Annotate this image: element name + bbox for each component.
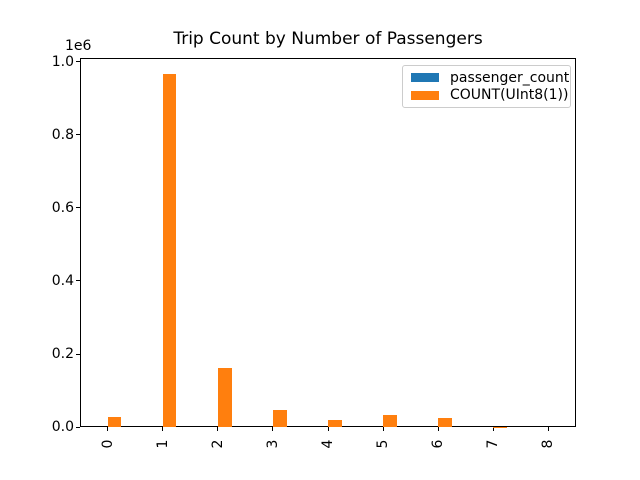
y-tick-mark [76,353,80,355]
y-tick-label: 0.8 [51,126,74,143]
legend-item-passenger-count: passenger_count [411,70,569,86]
legend-swatch-count [411,90,439,100]
bar-count-uint8-1--1 [162,74,177,428]
x-tick-label: 4 [320,439,336,449]
x-tick-mark [107,427,109,431]
x-tick-label: 2 [209,439,226,449]
y-tick-mark [76,61,80,63]
bar-count-uint8-1--5 [383,415,397,428]
plot-area [80,58,576,427]
x-tick-label: 6 [430,439,447,449]
x-tick-label: 5 [375,439,392,449]
y-tick-label: 0.0 [51,419,74,436]
chart-title: Trip Count by Number of Passengers [173,29,483,49]
legend-label-count: COUNT(UInt8(1)) [450,87,569,104]
bar-count-uint8-1--2 [217,367,232,428]
x-tick-mark [217,427,219,431]
x-tick-mark [382,427,384,431]
y-tick-label: 0.4 [51,272,74,289]
x-tick-label: 3 [264,439,281,449]
x-tick-label: 8 [540,439,557,449]
legend-item-count: COUNT(UInt8(1)) [411,87,568,103]
y-tick-label: 0.2 [51,346,74,363]
y-tick-mark [76,280,80,282]
legend-swatch-passenger-count [411,73,439,83]
x-tick-mark [327,427,329,431]
legend: passenger_count COUNT(UInt8(1)) [402,65,571,108]
y-axis-offset-label: 1e6 [65,38,92,54]
bar-count-uint8-1--6 [438,417,452,428]
x-tick-mark [547,427,549,431]
bar-count-uint8-1--3 [272,410,287,428]
y-tick-mark [76,134,80,136]
x-tick-mark [162,427,164,431]
x-tick-mark [492,427,494,431]
legend-label-passenger-count: passenger_count [450,69,570,86]
x-tick-mark [437,427,439,431]
y-tick-mark [76,207,80,209]
bar-count-uint8-1--4 [328,420,342,428]
bar-count-uint8-1--0 [107,417,122,428]
x-tick-label: 1 [154,439,171,449]
x-tick-mark [272,427,274,431]
y-tick-mark [76,426,80,428]
y-tick-label: 0.6 [51,199,74,216]
x-tick-label: 7 [485,439,502,449]
y-tick-label: 1.0 [51,53,74,70]
x-tick-label: 0 [99,439,116,449]
